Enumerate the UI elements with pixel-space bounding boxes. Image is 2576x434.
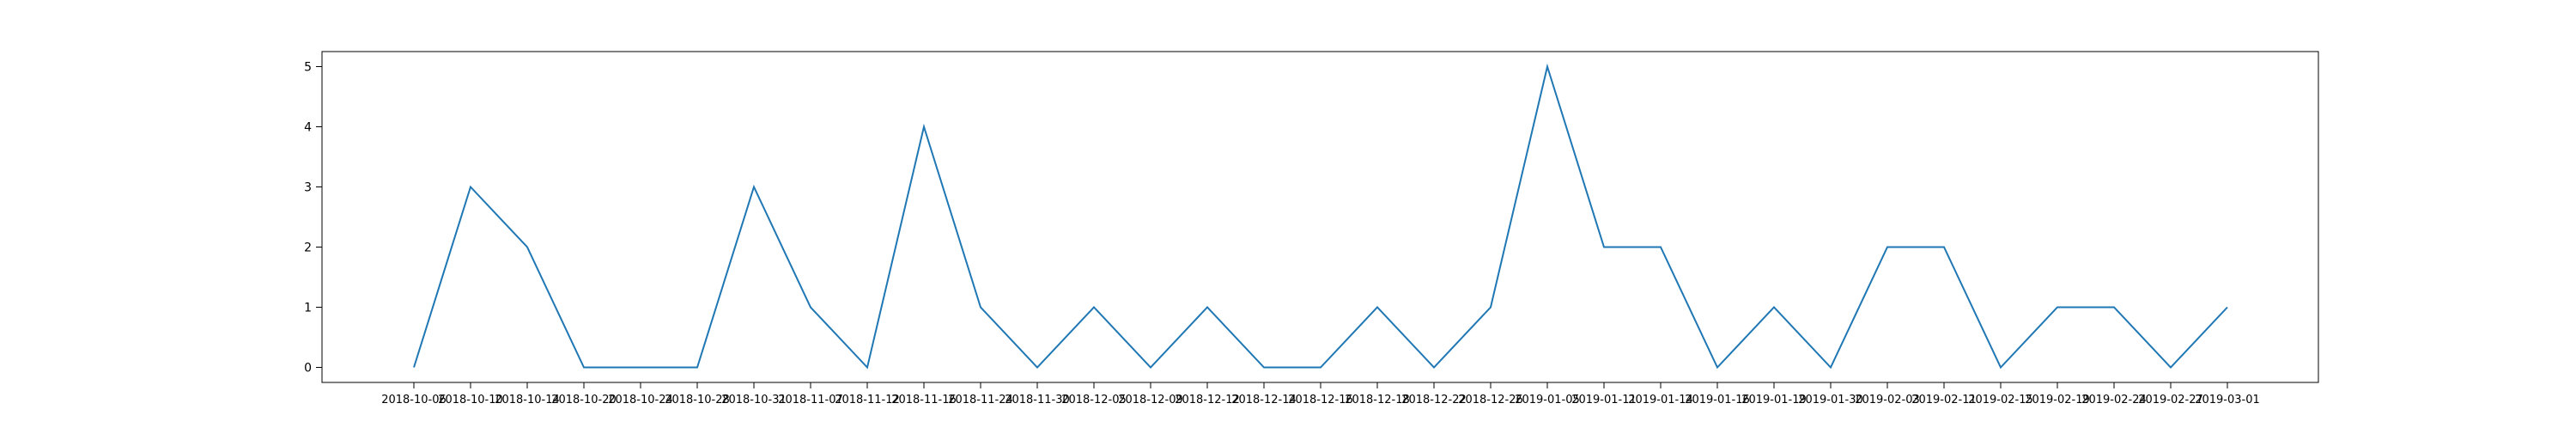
x-tick-label: 2018-11-24 bbox=[948, 394, 1013, 406]
x-tick-label: 2019-02-24 bbox=[2081, 394, 2147, 406]
x-tick-label: 2018-12-12 bbox=[1175, 394, 1240, 406]
y-tick-label: 5 bbox=[304, 61, 312, 75]
series-line bbox=[413, 63, 2228, 370]
x-axis: 2018-10-062018-10-102018-10-142018-10-20… bbox=[381, 382, 2260, 406]
x-tick-label: 2019-01-05 bbox=[1515, 394, 1580, 406]
x-tick-label: 2019-03-01 bbox=[2195, 394, 2260, 406]
y-tick-label: 4 bbox=[304, 121, 312, 135]
x-tick-label: 2018-12-22 bbox=[1401, 394, 1467, 406]
x-tick-label: 2019-02-19 bbox=[2025, 394, 2090, 406]
y-axis: 0 1 2 3 4 5 bbox=[304, 61, 322, 376]
x-tick-label: 2018-10-10 bbox=[438, 394, 503, 406]
x-tick-label: 2018-11-12 bbox=[835, 394, 900, 406]
x-tick-label: 2018-12-18 bbox=[1345, 394, 1410, 406]
x-tick-label: 2018-12-05 bbox=[1061, 394, 1127, 406]
x-tick-label: 2018-11-30 bbox=[1005, 394, 1070, 406]
x-tick-label: 2018-12-14 bbox=[1231, 394, 1297, 406]
y-tick-label: 2 bbox=[304, 241, 312, 255]
x-tick-label: 2018-12-16 bbox=[1288, 394, 1353, 406]
x-tick-label: 2019-02-15 bbox=[1968, 394, 2033, 406]
x-tick-label: 2019-01-16 bbox=[1685, 394, 1750, 406]
x-tick-label: 2018-11-07 bbox=[778, 394, 843, 406]
series-layer bbox=[413, 63, 2228, 370]
x-tick-label: 2019-01-19 bbox=[1741, 394, 1807, 406]
x-tick-label: 2018-10-06 bbox=[381, 394, 447, 406]
x-tick-label: 2018-10-24 bbox=[608, 394, 673, 406]
x-tick-label: 2019-01-11 bbox=[1571, 394, 1637, 406]
x-tick-label: 2019-01-30 bbox=[1798, 394, 1863, 406]
x-tick-label: 2018-12-26 bbox=[1458, 394, 1523, 406]
y-tick-label: 3 bbox=[304, 181, 312, 195]
x-tick-label: 2018-10-20 bbox=[551, 394, 617, 406]
x-tick-label: 2018-10-14 bbox=[495, 394, 560, 406]
y-tick-label: 0 bbox=[304, 362, 312, 376]
x-tick-label: 2018-10-31 bbox=[721, 394, 787, 406]
x-tick-label: 2018-11-16 bbox=[891, 394, 957, 406]
x-tick-label: 2018-10-28 bbox=[665, 394, 730, 406]
x-tick-label: 2019-01-14 bbox=[1628, 394, 1693, 406]
plot-area-frame bbox=[321, 51, 2319, 383]
x-tick-label: 2018-12-09 bbox=[1118, 394, 1183, 406]
x-tick-label: 2019-02-11 bbox=[1911, 394, 1977, 406]
x-tick-label: 2019-02-27 bbox=[2138, 394, 2203, 406]
x-tick-label: 2019-02-03 bbox=[1855, 394, 1920, 406]
y-tick-label: 1 bbox=[304, 302, 312, 315]
